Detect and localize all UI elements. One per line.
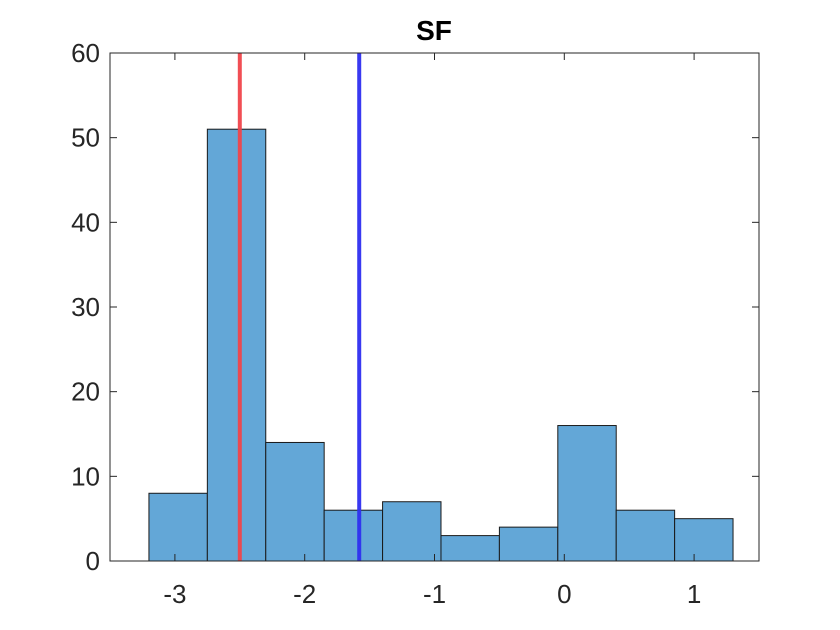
x-tick-label: 1 — [687, 579, 701, 609]
y-tick-label: 30 — [71, 292, 100, 322]
histogram-bar-1 — [206, 128, 267, 562]
y-tick-label: 0 — [86, 546, 100, 576]
y-tick-label: 50 — [71, 123, 100, 153]
y-tick-label: 20 — [71, 377, 100, 407]
histogram-bar-6 — [498, 526, 559, 562]
histogram-bar-5 — [440, 535, 500, 562]
histogram-bar-3 — [323, 509, 384, 562]
histogram-bar-0 — [148, 492, 208, 562]
histogram-bar-4 — [382, 501, 442, 562]
x-tick-label: 0 — [557, 579, 571, 609]
histogram-bar-2 — [265, 441, 325, 562]
y-tick-label: 60 — [71, 38, 100, 68]
x-tick-label: -1 — [423, 579, 446, 609]
bars-layer — [148, 128, 734, 562]
histogram-bar-7 — [557, 425, 617, 562]
histogram-bar-9 — [674, 518, 734, 562]
y-tick-label: 10 — [71, 461, 100, 491]
reference-lines-layer — [237, 53, 362, 561]
histogram-bar-8 — [615, 509, 676, 562]
chart-title: SF — [416, 15, 452, 46]
y-tick-label: 40 — [71, 207, 100, 237]
x-tick-label: -3 — [163, 579, 186, 609]
x-tick-label: -2 — [293, 579, 316, 609]
